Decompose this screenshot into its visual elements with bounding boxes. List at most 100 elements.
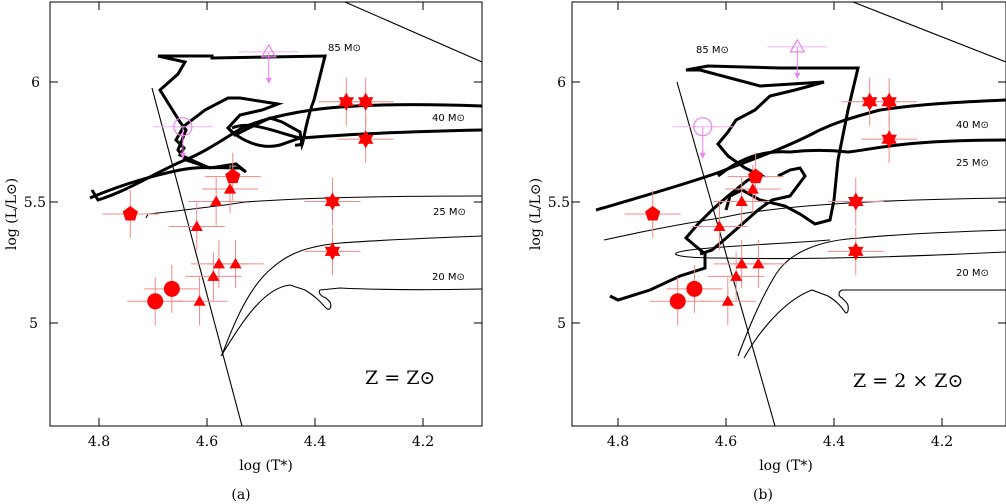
y-tick-label: 6: [31, 75, 40, 91]
track-20: [743, 289, 1006, 359]
track-label-25: 25 M⊙: [956, 158, 989, 169]
data-points: [645, 38, 897, 310]
hexagram-marker: [357, 130, 374, 149]
pentagon-marker: [122, 206, 138, 221]
hexagram-marker: [881, 92, 897, 111]
error-bars: [102, 51, 394, 326]
track-85-hook: [226, 126, 304, 148]
circle-marker: [163, 280, 180, 297]
track-label-40: 40 M⊙: [432, 113, 465, 124]
circle-marker: [686, 280, 703, 297]
hexagram-marker: [338, 92, 355, 111]
track-40-loop: [717, 138, 1006, 178]
upper-limit-arrowhead: [794, 72, 801, 79]
triangle-marker: [223, 183, 237, 194]
triangle-marker: [746, 183, 759, 194]
triangle-marker: [730, 270, 743, 281]
x-tick-label: 4.6: [196, 434, 218, 450]
plot-frame: [571, 1, 1006, 427]
circle-marker: [147, 293, 164, 310]
x-tick-label: 4.4: [304, 434, 326, 450]
upper-limit-arrowhead: [265, 77, 272, 84]
track-label-25: 25 M⊙: [433, 207, 466, 218]
open-triangle-marker: [789, 38, 806, 53]
track-label-85: 85 M⊙: [328, 43, 361, 54]
open-triangle-marker: [260, 43, 277, 58]
triangle-marker: [190, 220, 203, 231]
track-25-branch: [737, 229, 1006, 357]
y-tick-label: 5: [557, 316, 566, 332]
hexagram-marker: [881, 130, 897, 149]
panel-caption: (b): [753, 487, 773, 503]
x-tick-label: 4.2: [412, 434, 434, 450]
tracks: [89, 1, 483, 427]
circle-marker: [669, 293, 686, 310]
triangle-marker: [229, 257, 242, 269]
track-40: [90, 103, 483, 202]
upper-limit-arrowhead: [699, 152, 706, 159]
zams-line: [676, 81, 776, 427]
upper-boundary-line: [344, 1, 483, 63]
upper-limit-arrowhead: [179, 152, 186, 159]
plot-frame: [49, 1, 483, 427]
track-25-branch: [221, 235, 483, 356]
track-40: [595, 98, 1006, 212]
y-tick-label: 6: [557, 75, 566, 91]
panel-a: 4.8 4.6 4.4 4.2 5 5.5 6 log (T*) log (L/…: [4, 1, 483, 503]
hexagram-marker: [357, 92, 374, 111]
y-tick-label: 5.5: [548, 195, 570, 211]
track-20: [220, 284, 483, 357]
y-axis-label: log (L/L⊙): [4, 178, 20, 250]
pentagon-marker: [748, 168, 764, 184]
triangle-marker: [721, 295, 734, 306]
track-40-loop: [231, 123, 483, 140]
triangle-marker: [207, 270, 220, 281]
y-tick-label: 5: [29, 316, 38, 332]
track-label-40: 40 M⊙: [956, 120, 989, 131]
x-tick-label: 4.2: [931, 434, 953, 450]
panel-caption: (a): [231, 487, 250, 503]
hexagram-marker: [848, 192, 864, 211]
track-85-hook: [699, 166, 807, 256]
open-circle-marker: [693, 117, 713, 137]
triangle-marker: [713, 220, 726, 231]
track-85: [609, 64, 860, 302]
x-ticks: 4.8 4.6 4.4 4.2: [88, 2, 434, 450]
track-label-20: 20 M⊙: [432, 272, 465, 283]
hexagram-marker: [324, 242, 341, 261]
track-25: [145, 195, 483, 219]
triangle-marker: [752, 257, 765, 269]
hexagram-marker: [848, 242, 864, 261]
pentagon-marker: [645, 206, 661, 221]
zams-line: [151, 87, 243, 427]
triangle-marker: [735, 195, 748, 206]
hexagram-marker: [324, 192, 341, 211]
pentagon-marker: [225, 168, 241, 184]
y-tick-label: 5.5: [24, 195, 46, 211]
metallicity-annotation: Z = 2 × Z⊙: [853, 370, 963, 392]
track-25-loop: [675, 239, 1006, 260]
panel-b: 4.8 4.6 4.4 4.2 5 5.5 6 log (T*) log (L/…: [528, 1, 1006, 503]
metallicity-annotation: Z = Z⊙: [365, 367, 435, 389]
open-circle-marker: [173, 117, 193, 137]
tracks: [595, 1, 1006, 427]
triangle-marker: [735, 257, 748, 269]
x-ticks: 4.8 4.6 4.4 4.2: [607, 2, 953, 450]
y-ticks: 5 5.5 6: [548, 75, 1006, 332]
y-axis-label: log (L/L⊙): [528, 178, 544, 250]
x-tick-label: 4.6: [715, 434, 737, 450]
y-ticks: 5 5.5 6: [24, 75, 482, 332]
x-axis-label: log (T*): [239, 458, 293, 474]
x-tick-label: 4.8: [88, 434, 110, 450]
x-tick-label: 4.4: [823, 434, 845, 450]
hexagram-marker: [861, 92, 878, 111]
x-axis-label: log (T*): [759, 458, 813, 474]
triangle-marker: [193, 295, 206, 306]
track-label-20: 20 M⊙: [956, 268, 989, 279]
triangle-marker: [212, 257, 225, 269]
triangle-marker: [210, 195, 223, 206]
track-label-85: 85 M⊙: [696, 45, 729, 56]
data-points: [122, 43, 374, 310]
upper-boundary-line: [852, 1, 1006, 63]
